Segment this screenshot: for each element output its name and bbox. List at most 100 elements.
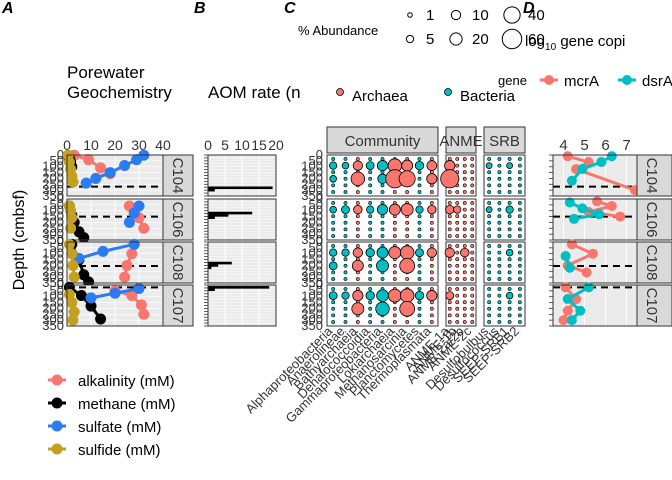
- panel-c-point: [470, 287, 475, 291]
- panel-d-point: [583, 282, 594, 293]
- panel-d-strip-label: C107: [643, 288, 660, 324]
- panel-letter-d: D: [523, 0, 535, 17]
- panel-a-series-line: [68, 286, 102, 320]
- panel-c-point: [507, 300, 512, 305]
- panel-c-point: [517, 170, 522, 175]
- panel-a-facet-border: [66, 198, 164, 241]
- panel-c-strip: [445, 126, 477, 154]
- panel-c-point: [497, 157, 502, 161]
- panel-c-facet-bg: [483, 154, 526, 197]
- panel-c-point: [497, 300, 502, 305]
- panel-c-point: [368, 176, 373, 181]
- panel-a-y-tick: 300: [42, 226, 64, 241]
- panel-c-point: [455, 201, 460, 205]
- panel-c-point: [445, 204, 455, 215]
- panel-b-facet-border: [207, 198, 277, 241]
- panel-b-bar: [208, 214, 229, 217]
- panel-c-point: [368, 306, 373, 311]
- panel-b-bar: [208, 288, 215, 291]
- panel-c-point: [447, 234, 452, 238]
- panel-c-point: [497, 234, 502, 238]
- panel-c-point: [462, 157, 467, 161]
- panel-c-point: [447, 257, 452, 262]
- panel-c-y-tick: 0: [316, 277, 323, 292]
- panel-c-point: [341, 291, 350, 300]
- panel-c-point: [429, 190, 434, 194]
- panel-c-point: [368, 227, 373, 232]
- panel-c-point: [462, 257, 467, 262]
- panel-b-bar: [208, 286, 270, 289]
- panel-c-point: [487, 270, 492, 275]
- panel-b-bar: [208, 264, 219, 267]
- panel-a-y-tick: 100: [42, 246, 64, 261]
- panel-c-point: [447, 287, 452, 291]
- panel-b-x-tick: 10: [234, 137, 250, 153]
- panel-c-point: [355, 190, 360, 194]
- panel-c-point: [462, 163, 467, 168]
- panel-c-facet-bg: [445, 284, 477, 327]
- panel-c-point: [487, 293, 492, 298]
- panel-b-bar: [208, 216, 215, 220]
- panel-c-point: [355, 201, 360, 205]
- panel-c-point: [455, 227, 460, 232]
- panel-c-point: [507, 190, 512, 194]
- panel-c-point: [429, 277, 434, 281]
- panel-c-point: [505, 205, 514, 214]
- size-legend-label: 20: [472, 31, 489, 48]
- panel-c-point: [343, 201, 348, 205]
- panel-a-point: [83, 154, 95, 166]
- panel-c-point: [517, 244, 522, 248]
- panel-c-point: [462, 214, 467, 219]
- panel-b-bar: [208, 211, 253, 215]
- panel-b-facet-border: [207, 284, 277, 327]
- panel-c-point: [392, 277, 397, 281]
- panel-a-y-tick: 100: [42, 203, 64, 218]
- panel-c-point: [447, 320, 452, 324]
- panel-a-y-tick: 350: [42, 232, 64, 247]
- panel-d-point: [569, 213, 579, 224]
- domain-legend-key: [444, 88, 452, 96]
- panel-c-point: [462, 320, 467, 324]
- panel-c-point: [517, 306, 522, 311]
- panel-c-point: [487, 227, 492, 232]
- panel-c-point: [331, 320, 336, 324]
- panel-c-y-tick: 200: [301, 214, 323, 229]
- species-legend-label: sulfate (mM): [78, 419, 161, 436]
- panel-c-y-tick: 300: [301, 312, 323, 327]
- panel-c-point: [455, 263, 460, 268]
- panel-c-point: [329, 248, 338, 257]
- panel-c-point: [351, 302, 365, 316]
- panel-c-y-tick: 0: [316, 234, 323, 249]
- panel-c-point: [343, 220, 348, 225]
- panel-c-facet-bg: [483, 198, 526, 241]
- panel-c-point: [507, 244, 512, 248]
- panel-a-point: [138, 222, 150, 234]
- size-legend-key: [450, 9, 462, 21]
- panel-d-facet-border: [552, 241, 638, 284]
- panel-c-point: [447, 270, 452, 275]
- panel-c-point: [331, 234, 336, 238]
- panel-a-y-tick: 50: [50, 197, 64, 212]
- panel-c-point: [455, 257, 460, 262]
- panel-c-point: [497, 176, 502, 181]
- panel-c-point: [517, 263, 522, 268]
- panel-c-point: [507, 313, 512, 318]
- panel-c-point: [355, 244, 360, 248]
- panel-c-point: [343, 277, 348, 281]
- panel-c-point: [517, 227, 522, 232]
- panel-c-point: [470, 320, 475, 324]
- panel-c-point: [331, 157, 336, 161]
- panel-c-point: [343, 214, 348, 219]
- panel-d-point: [581, 267, 592, 278]
- panel-c-point: [455, 293, 460, 298]
- panel-c-point: [368, 257, 373, 262]
- panel-a-point: [95, 313, 107, 325]
- panel-c-point: [517, 201, 522, 205]
- panel-c-y-tick: 250: [301, 263, 323, 278]
- panel-a-point: [135, 299, 147, 311]
- panel-c-point: [368, 214, 373, 219]
- panel-c-point: [343, 257, 348, 262]
- panel-c-point: [417, 277, 422, 281]
- panel-d-point: [566, 315, 577, 326]
- panel-b-x-tick: 15: [251, 137, 267, 153]
